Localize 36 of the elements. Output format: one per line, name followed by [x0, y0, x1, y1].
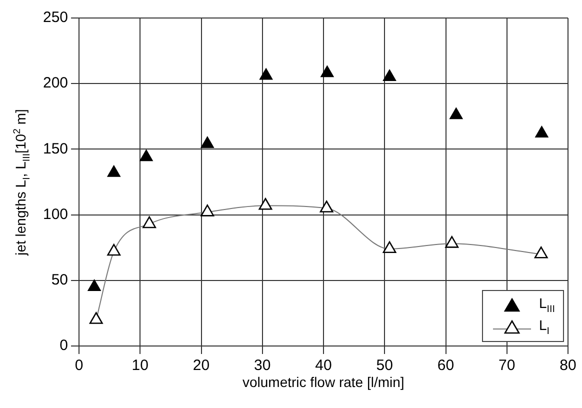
y-tick-label: 0: [60, 337, 68, 354]
x-tick-label: 10: [132, 357, 148, 374]
legend-label: L$_{III}$: [539, 295, 555, 315]
x-tick-label: 20: [192, 357, 210, 374]
point: [320, 66, 334, 78]
y-tick-label: 250: [42, 9, 68, 26]
point: [140, 150, 153, 162]
point: [88, 279, 101, 291]
y-tick-label: 200: [42, 74, 68, 92]
x-axis-title: volumetric flow rate [l/min]: [242, 374, 404, 390]
y-tick-label: 100: [42, 206, 68, 223]
point: [535, 126, 548, 138]
point: [320, 200, 334, 212]
point: [445, 236, 459, 248]
point: [200, 136, 214, 148]
y-tick-label: 50: [51, 272, 68, 289]
point: [107, 165, 120, 177]
point: [107, 244, 121, 256]
x-tick-label: 0: [74, 357, 84, 374]
x-tick-label: 60: [437, 357, 454, 374]
point: [258, 198, 272, 210]
x-tick-label: 70: [498, 357, 516, 374]
point: [382, 70, 396, 82]
point: [534, 246, 548, 258]
point: [382, 241, 396, 254]
y-tick-label: 150: [42, 140, 68, 158]
x-tick-label: 50: [376, 357, 393, 374]
point: [142, 216, 156, 228]
point: [259, 68, 273, 80]
x-tick-label: 80: [560, 357, 576, 374]
x-tick-label: 30: [254, 357, 271, 374]
point: [200, 204, 214, 216]
x-tick-label: 40: [315, 357, 332, 374]
legend-label: L$_{I}$: [539, 317, 550, 337]
point: [89, 312, 103, 324]
point: [450, 108, 463, 120]
